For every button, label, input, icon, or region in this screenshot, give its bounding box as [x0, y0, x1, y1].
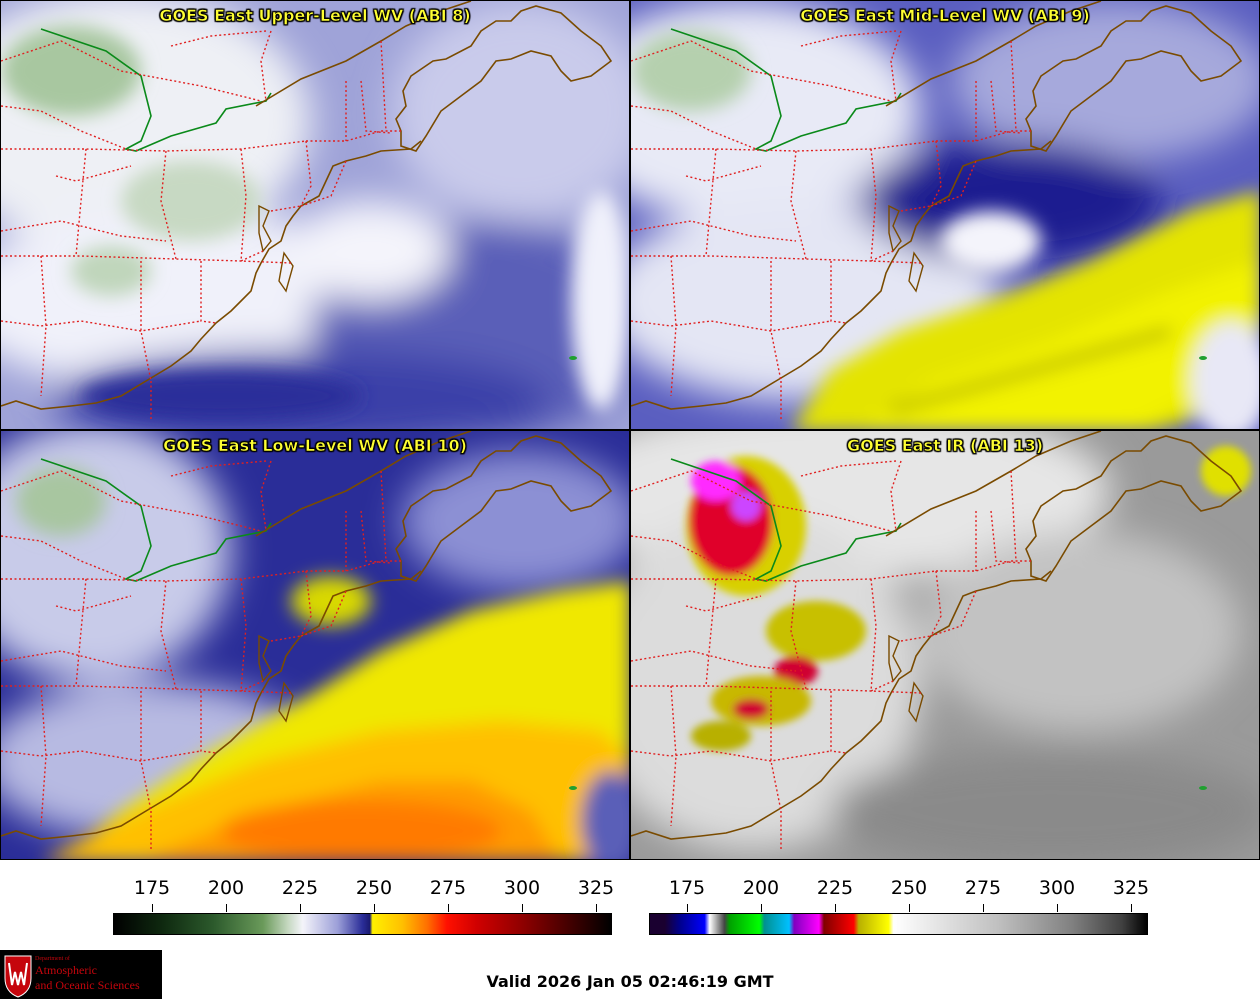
panel-title: GOES East Low-Level WV (ABI 10) — [163, 436, 467, 456]
panel-low-level-wv: GOES East Low-Level WV (ABI 10) — [0, 430, 630, 860]
valid-time-label: Valid 2026 Jan 05 02:46:19 GMT — [486, 972, 774, 991]
wv-tick-label: 225 — [281, 877, 319, 899]
ir-tick-label: 300 — [1038, 877, 1076, 899]
wv-tick-mark — [152, 904, 153, 912]
wv-colorbar: 175 200 225 250 275 300 325 — [113, 877, 615, 937]
ir-tick-mark — [835, 904, 836, 912]
panel-ir: GOES East IR (ABI 13) — [630, 430, 1260, 860]
uw-aos-logo: Department of Atmospheric and Oceanic Sc… — [0, 950, 162, 999]
ir-tick-mark — [687, 904, 688, 912]
wv-tick-mark — [448, 904, 449, 912]
ir-tick-mark — [983, 904, 984, 912]
ir-tick-label: 200 — [742, 877, 780, 899]
logo-line2: Atmospheric — [35, 963, 97, 977]
wv-tick-label: 275 — [429, 877, 467, 899]
ir-color-strip — [649, 913, 1148, 935]
ir-tick-label: 325 — [1112, 877, 1150, 899]
wv-tick-mark — [374, 904, 375, 912]
panel-title: GOES East Mid-Level WV (ABI 9) — [800, 6, 1090, 26]
ir-tick-label: 225 — [816, 877, 854, 899]
logo-line1: Department of — [35, 956, 70, 962]
ir-tick-mark — [761, 904, 762, 912]
wv8-image — [1, 1, 629, 429]
wv-tick-label: 175 — [133, 877, 171, 899]
ir-tick-label: 175 — [668, 877, 706, 899]
logo-line3: and Oceanic Sciences — [35, 978, 140, 992]
panel-upper-level-wv: GOES East Upper-Level WV (ABI 8) — [0, 0, 630, 430]
wv-tick-mark — [226, 904, 227, 912]
wv-tick-label: 300 — [503, 877, 541, 899]
uw-crest-icon — [4, 955, 32, 998]
panel-mid-level-wv: GOES East Mid-Level WV (ABI 9) — [630, 0, 1260, 430]
ir-tick-label: 250 — [890, 877, 928, 899]
panel-title: GOES East Upper-Level WV (ABI 8) — [159, 6, 471, 26]
wv-tick-mark — [596, 904, 597, 912]
wv-color-strip — [113, 913, 612, 935]
ir-tick-mark — [909, 904, 910, 912]
wv-tick-label: 250 — [355, 877, 393, 899]
wv9-image — [631, 1, 1259, 429]
panel-title: GOES East IR (ABI 13) — [846, 436, 1044, 456]
wv-tick-label: 325 — [577, 877, 615, 899]
ir-tick-mark — [1131, 904, 1132, 912]
ir13-image — [631, 431, 1259, 859]
wv-tick-mark — [522, 904, 523, 912]
ir-colorbar: 175 200 225 250 275 300 325 — [649, 877, 1150, 937]
wv10-image — [1, 431, 629, 859]
wv-tick-label: 200 — [207, 877, 245, 899]
wv-tick-mark — [300, 904, 301, 912]
ir-tick-mark — [1057, 904, 1058, 912]
ir-tick-label: 275 — [964, 877, 1002, 899]
